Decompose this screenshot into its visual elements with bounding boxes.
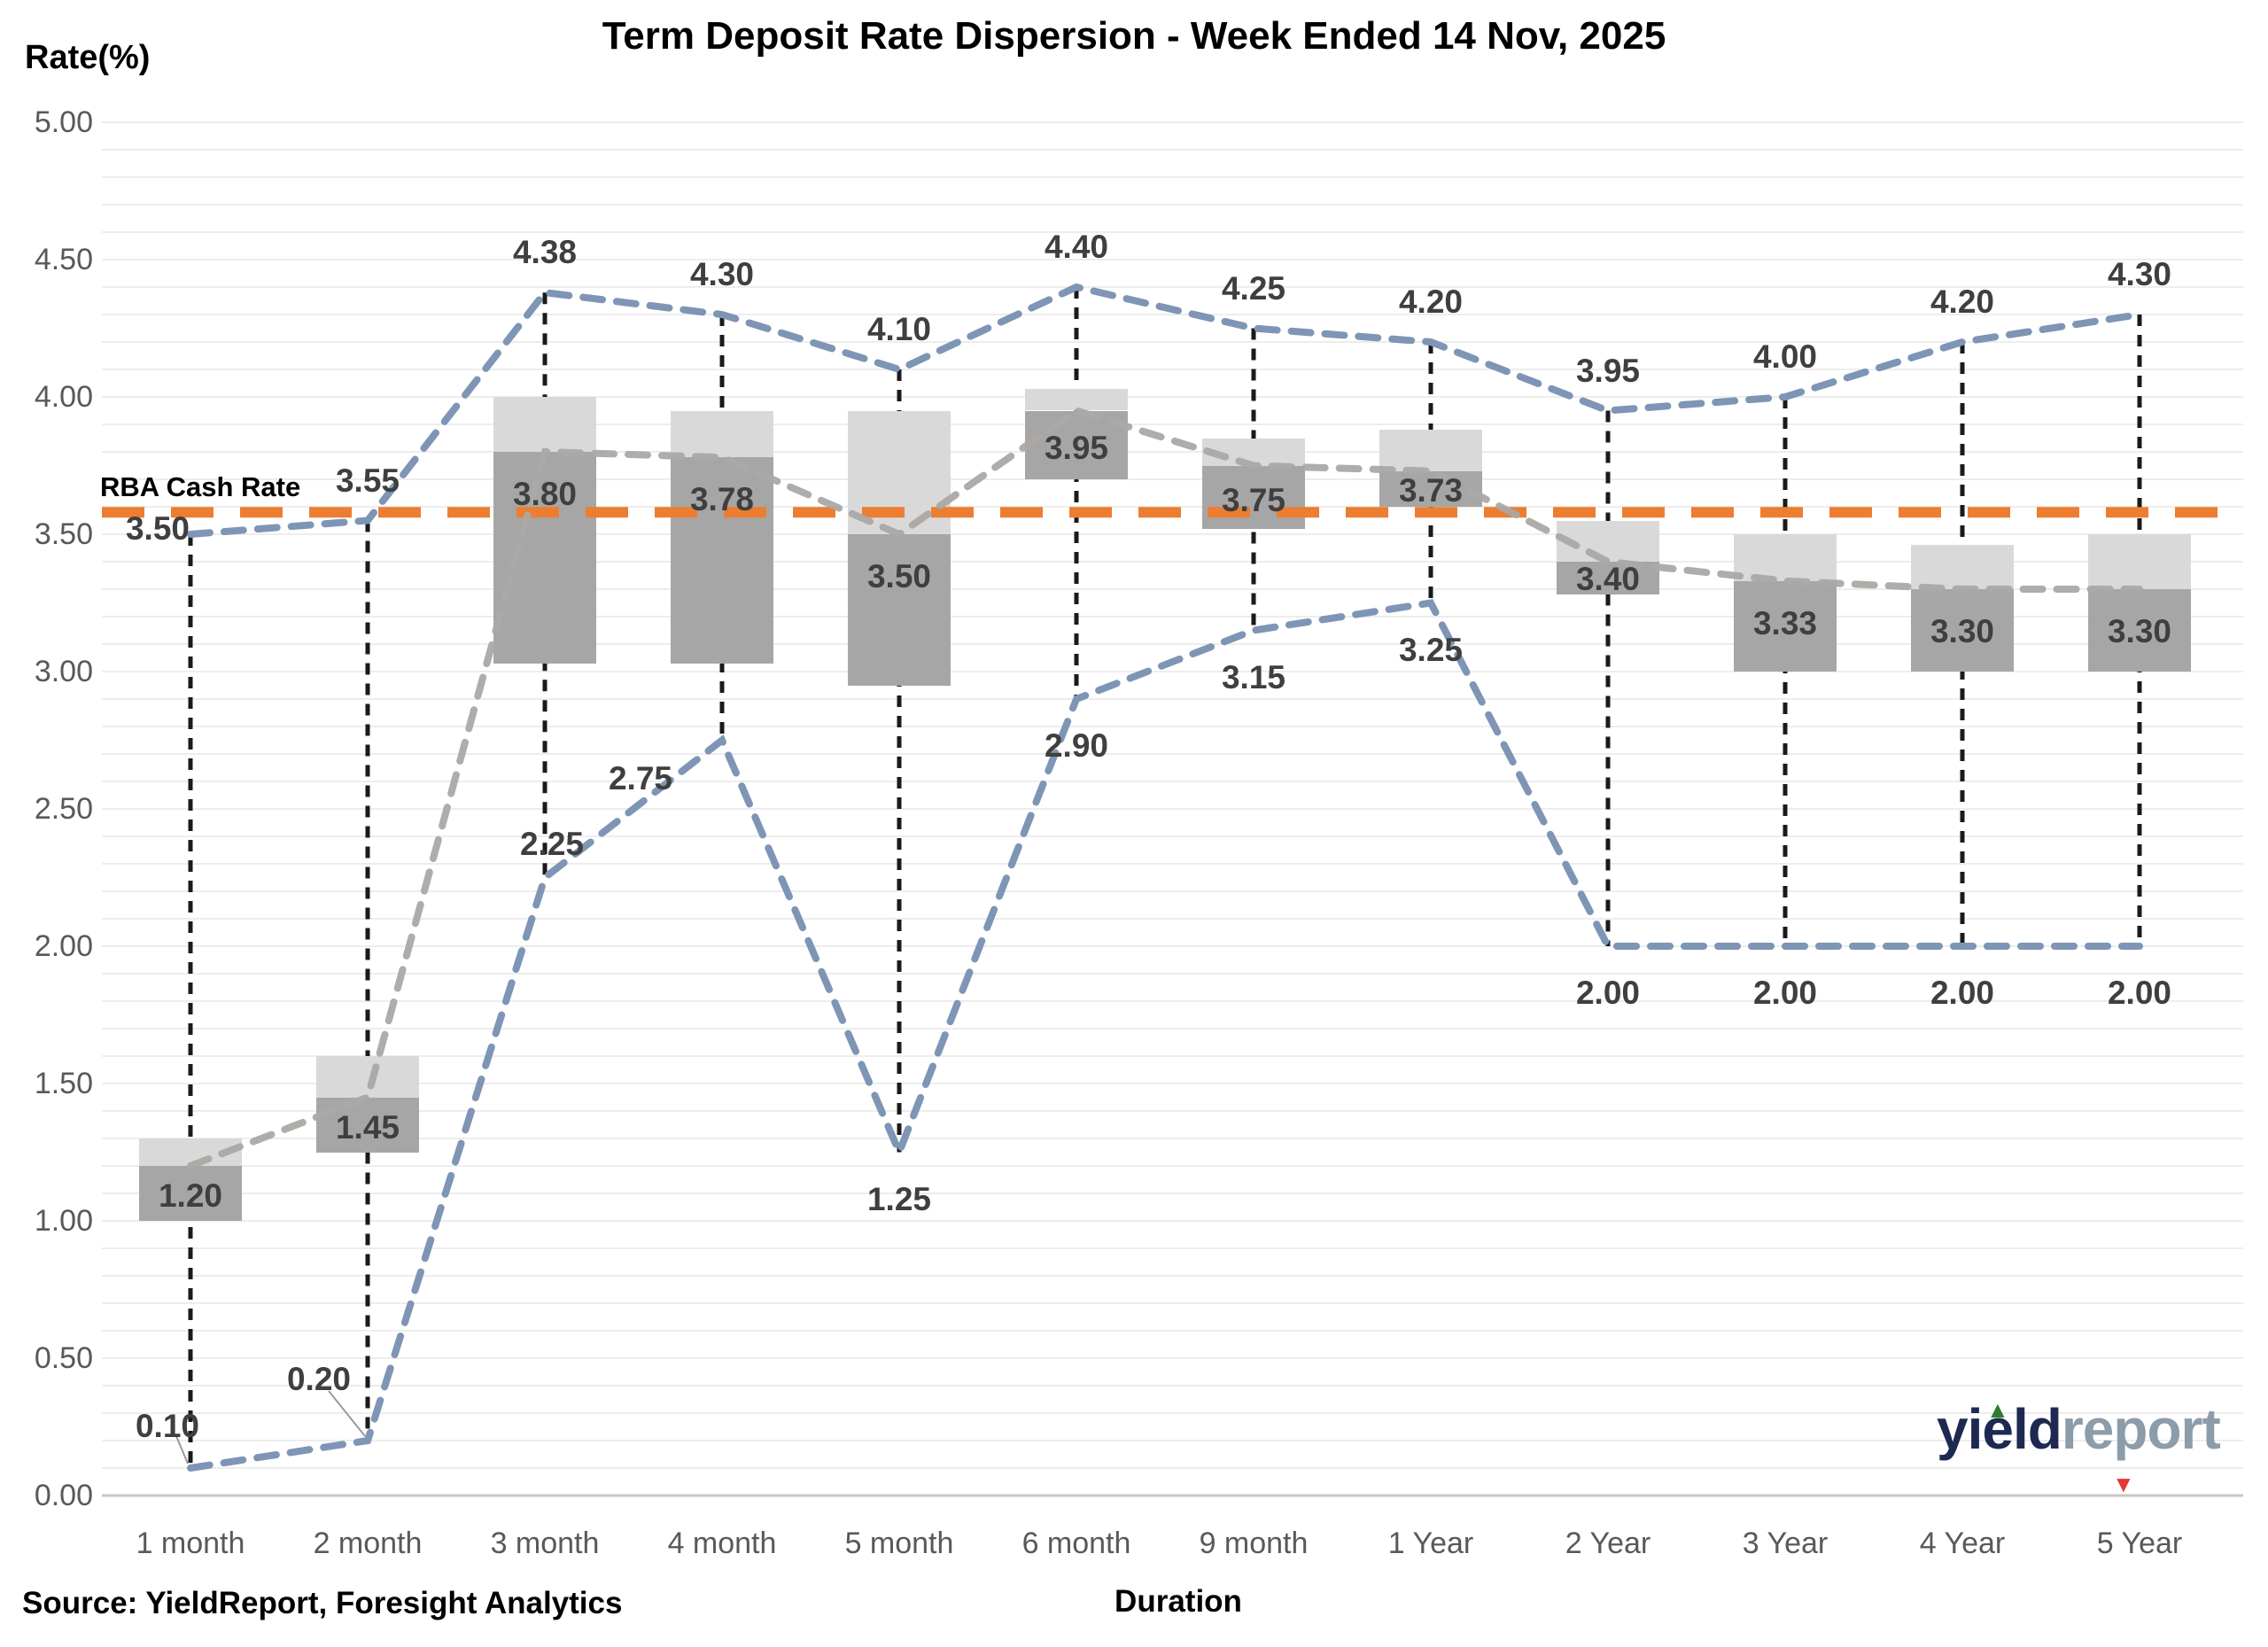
box-lower-segment (1202, 465, 1305, 529)
median-value-label: 1.20 (158, 1177, 222, 1215)
box-upper-segment (1379, 430, 1482, 471)
min-value-label: 2.00 (1930, 975, 1994, 1011)
median-line (187, 407, 2143, 1169)
y-tick-label: 3.50 (34, 517, 93, 551)
max-value-label: 4.10 (866, 311, 931, 347)
box-upper-segment (493, 397, 596, 452)
median-value-label: 3.30 (2107, 613, 2171, 649)
y-tick-label: 3.00 (34, 655, 93, 688)
label-leader-line (175, 1435, 189, 1464)
min-line (187, 599, 2143, 1472)
median-value-label: 3.50 (866, 558, 931, 594)
logo-down-triangle-icon: ▼ (2112, 1471, 2135, 1497)
x-category-label: 1 Year (1387, 1527, 1474, 1560)
box-lower-segment (848, 534, 951, 686)
box-lower-segment (493, 452, 596, 664)
max-value-label: 4.30 (689, 256, 754, 292)
max-line (187, 283, 2143, 538)
box-upper-segment (2088, 534, 2191, 589)
max-value-label: 3.55 (335, 462, 400, 499)
x-axis-title: Duration (1115, 1584, 1242, 1619)
box-upper-segment (1911, 545, 2014, 589)
y-tick-label: 4.00 (34, 380, 93, 414)
page-title: Term Deposit Rate Dispersion - Week Ende… (602, 14, 1666, 58)
max-value-label: 4.38 (512, 234, 577, 271)
x-category-label: 6 month (1021, 1527, 1131, 1560)
max-value-label: 4.20 (1398, 284, 1463, 320)
min-value-label: 2.00 (1575, 975, 1640, 1011)
y-tick-label: 4.50 (34, 243, 93, 276)
x-category-label: 2 month (313, 1527, 423, 1560)
source-note: Source: YieldReport, Foresight Analytics (22, 1586, 623, 1620)
median-value-label: 3.95 (1044, 430, 1108, 467)
logo-word-yield: yield (1937, 1397, 2062, 1461)
max-value-label: 4.40 (1044, 229, 1108, 265)
box-upper-segment (671, 410, 773, 458)
median-value-label: 1.45 (335, 1108, 400, 1146)
y-tick-label: 2.00 (34, 929, 93, 963)
box-upper-segment (1734, 534, 1837, 581)
min-value-label: 2.90 (1044, 727, 1108, 764)
x-category-label: 5 month (844, 1527, 954, 1560)
x-category-label: 4 month (667, 1527, 777, 1560)
rba-cash-rate-label: RBA Cash Rate (100, 471, 301, 502)
x-category-label: 5 Year (2096, 1527, 2183, 1560)
box-lower-segment (139, 1166, 242, 1221)
x-category-label: 2 Year (1565, 1527, 1651, 1560)
max-value-label: 4.20 (1930, 284, 1994, 320)
min-value-label: 2.00 (2107, 975, 2171, 1011)
min-value-label: 2.75 (608, 759, 672, 796)
max-value-label: 4.30 (2107, 256, 2171, 292)
y-tick-label: 2.50 (34, 792, 93, 826)
min-value-label: 3.15 (1221, 658, 1285, 695)
median-value-label: 3.33 (1752, 604, 1817, 641)
x-category-label: 1 month (136, 1527, 245, 1560)
box-upper-segment (1025, 388, 1128, 411)
brand-logo: ▲ ▼ yieldreport (1937, 1396, 2221, 1497)
box-lower-segment (1911, 589, 2014, 672)
min-value-label: 1.25 (866, 1180, 931, 1217)
median-value-label: 3.73 (1398, 471, 1463, 509)
box-lower-segment (1379, 470, 1482, 507)
y-tick-label: 1.50 (34, 1067, 93, 1100)
max-value-label: 4.00 (1752, 338, 1817, 375)
min-value-label: 3.25 (1398, 631, 1463, 668)
y-tick-label: 0.50 (34, 1341, 93, 1375)
max-value-label: 3.95 (1575, 352, 1640, 389)
box-lower-segment (1734, 580, 1837, 672)
box-upper-segment (316, 1056, 419, 1098)
min-value-label: 2.00 (1752, 975, 1817, 1011)
max-value-label: 3.50 (125, 510, 190, 547)
y-tick-label: 5.00 (34, 105, 93, 139)
box-lower-segment (316, 1097, 419, 1153)
box-lower-segment (2088, 589, 2191, 672)
min-value-label: 0.10 (135, 1408, 199, 1444)
x-category-label: 4 Year (1919, 1527, 2006, 1560)
logo-up-triangle-icon: ▲ (1986, 1396, 2009, 1423)
y-axis-title: Rate(%) (25, 39, 151, 76)
median-value-label: 3.40 (1575, 561, 1640, 598)
box-lower-segment (671, 457, 773, 664)
min-value-label: 0.20 (286, 1361, 351, 1397)
x-category-label: 9 month (1199, 1527, 1309, 1560)
y-tick-label: 1.00 (34, 1204, 93, 1238)
min-value-label: 2.25 (519, 825, 584, 862)
y-tick-label: 0.00 (34, 1479, 93, 1512)
x-category-label: 3 Year (1742, 1527, 1829, 1560)
x-category-label: 3 month (490, 1527, 600, 1560)
label-leader-line (328, 1390, 366, 1437)
median-value-label: 3.80 (512, 476, 577, 512)
median-value-label: 3.78 (689, 481, 754, 518)
max-value-label: 4.25 (1221, 269, 1285, 307)
logo-word-report: report (2061, 1397, 2221, 1461)
median-value-label: 3.75 (1221, 481, 1285, 518)
median-value-label: 3.30 (1930, 613, 1994, 649)
